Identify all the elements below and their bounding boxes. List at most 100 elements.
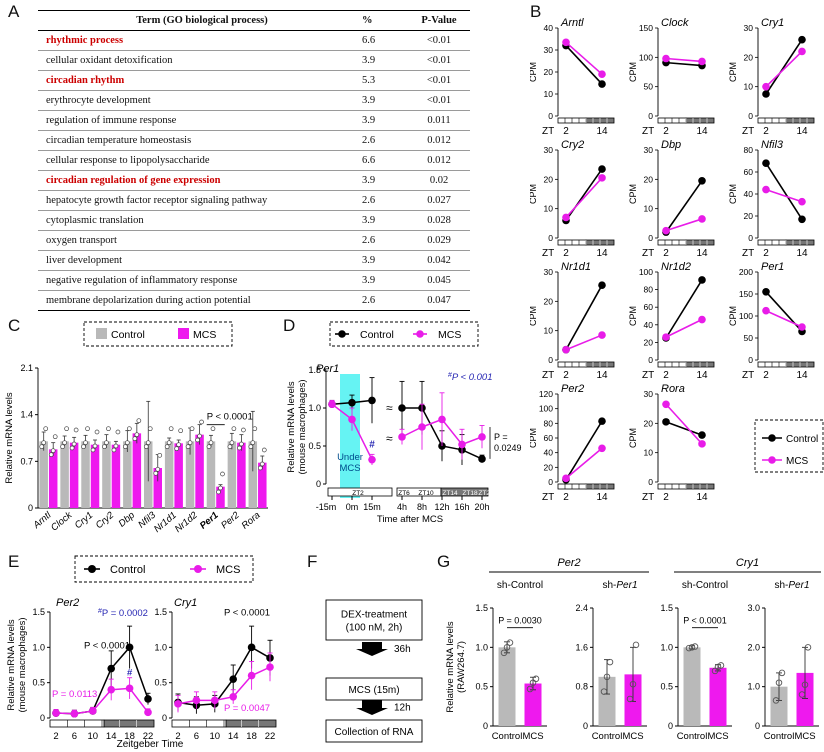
control-point (798, 35, 806, 44)
y-tick-label: 1.5 (475, 603, 488, 613)
data-point (218, 485, 223, 491)
pvalue-cell: 0.042 (408, 250, 470, 271)
significance-label: P = 0.0030 (498, 616, 542, 626)
axis-break-mark: ≈ (386, 401, 393, 415)
data-point (688, 644, 696, 651)
x-tick-label: 6 (72, 731, 77, 742)
data-point (600, 688, 608, 695)
data-point (176, 442, 182, 448)
control-bar (227, 441, 237, 508)
data-point (153, 470, 159, 476)
panel-letter-c: C (8, 316, 21, 335)
subplot-title: sh-Per1 (602, 580, 637, 591)
y-tick-label: 1.0 (32, 642, 45, 652)
legend-label: MCS (438, 329, 461, 341)
x-tick-label: 2 (663, 370, 669, 381)
y-tick-label: 0 (548, 477, 553, 487)
y-tick-label: 10 (744, 82, 754, 92)
y-tick-label: 40 (544, 23, 554, 33)
mcs-point (125, 684, 134, 693)
control-line (665, 421, 703, 436)
y-tick-label: 60 (544, 433, 554, 443)
y-axis-label: CPM (728, 62, 738, 82)
term-cell: hepatocyte growth factor receptor signal… (38, 190, 358, 211)
legend-box (74, 555, 254, 583)
mcs-point (368, 455, 376, 464)
mcs-bar (90, 444, 100, 508)
mcs-line (665, 318, 703, 338)
y-tick-label: 3.0 (747, 603, 760, 613)
data-point (231, 426, 237, 432)
y-axis-label-1: Relative mRNA levels (445, 621, 456, 713)
control-bar (185, 441, 195, 508)
data-point (626, 695, 634, 703)
subplot: sh-Per1 0 1.0 2.0 3.0 Control MCS (747, 580, 819, 742)
control-point (762, 288, 770, 296)
y-tick-label: 2.1 (20, 363, 33, 373)
data-point (503, 644, 511, 651)
gene-title: Dbp (661, 139, 681, 151)
x-tick-label: Control (592, 731, 623, 742)
y-axis-label: CPM (628, 184, 638, 204)
pvalue-cell: 0.02 (408, 170, 470, 191)
control-bar (683, 647, 701, 726)
data-point (210, 426, 216, 432)
go-term-table: Term (GO biological process) % P-Value r… (38, 10, 470, 311)
hash-annotation: # (369, 440, 375, 451)
mcs-point (398, 433, 406, 441)
x-tick-label: Per2 (219, 509, 242, 531)
subplot-title-prefix: sh- (774, 580, 788, 591)
pvalue-cell: 0.027 (408, 190, 470, 211)
top-significance-text: P = 0.0002 (102, 608, 148, 619)
x-tick-label: Control (492, 731, 523, 742)
y-tick-label: 0.8 (575, 682, 588, 692)
data-point (132, 436, 138, 442)
flow-step-text: DEX-treatment (341, 610, 407, 621)
subplot-cry1: Cry1 0 0.5 1.0 1.5 2 6 10 14 18 22 P < 0.0001 P = 0.… (154, 597, 277, 742)
x-tick-label: 14 (596, 126, 608, 137)
data-point (603, 673, 611, 681)
zt-label: ZT (742, 126, 754, 137)
zt-bar-early (327, 487, 393, 497)
legend-marker (768, 434, 776, 442)
mcs-bar (195, 434, 204, 508)
x-tick-label: 2 (563, 370, 569, 381)
y-tick-label: 0 (648, 233, 653, 243)
y-tick-label: 30 (744, 23, 754, 33)
data-point (199, 419, 204, 425)
gene-title: Arntl (560, 17, 584, 29)
pvalue-cell: 0.028 (408, 210, 470, 231)
data-point (532, 675, 540, 683)
x-tick-label: MCS (794, 731, 815, 742)
x-tick-label: 14 (696, 492, 708, 500)
y-tick-label: 0 (548, 233, 553, 243)
y-tick-label: 0.5 (475, 682, 488, 692)
term-cell: regulation of immune response (38, 110, 358, 131)
mcs-point (662, 226, 670, 235)
x-tick-label: Control (764, 731, 795, 742)
legend-e: Control MCS (74, 555, 254, 583)
x-tick-label: 14 (596, 248, 608, 259)
zt-light-bar (171, 719, 227, 728)
y-tick-label: 0 (748, 111, 753, 121)
control-point (348, 398, 356, 407)
control-bar (123, 441, 132, 508)
control-line (177, 646, 271, 707)
data-point (506, 639, 514, 646)
y-tick-label: 30 (544, 45, 554, 55)
y-tick-label: 1.0 (747, 682, 760, 692)
y-tick-label: 1.0 (660, 642, 673, 652)
data-point (252, 426, 258, 432)
data-point (257, 465, 263, 471)
y-tick-label: 0 (483, 721, 488, 731)
data-point (39, 444, 45, 450)
zt-bar-dark (440, 487, 489, 497)
legend-b: Control MCS (754, 419, 824, 473)
x-tick-label: 14 (596, 492, 608, 500)
gene-title: Clock (661, 17, 689, 29)
y-tick-label: 60 (744, 167, 754, 177)
y-tick-label: 0 (548, 355, 553, 365)
data-point (83, 440, 88, 446)
